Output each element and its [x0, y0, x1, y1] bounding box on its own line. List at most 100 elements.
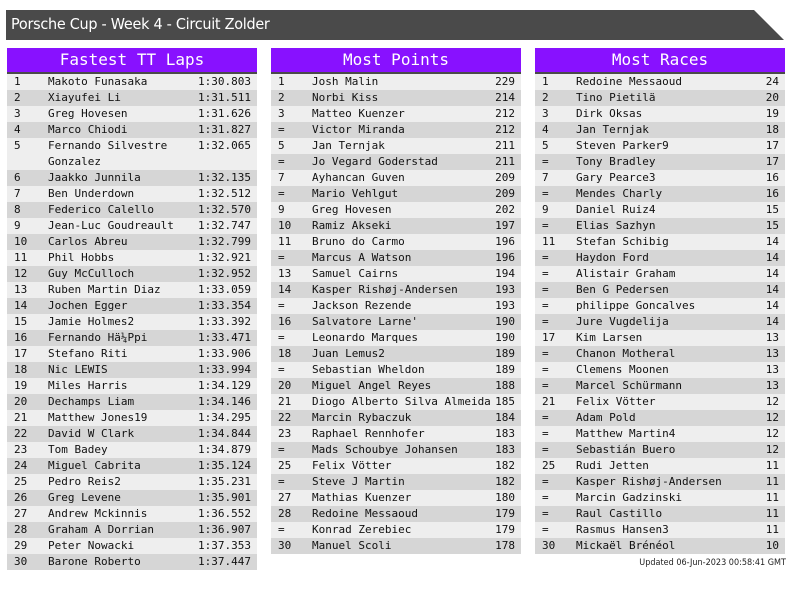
table-row: 22 David W Clark 1:34.844: [7, 426, 257, 442]
value-cell: 1:35.901: [198, 491, 251, 504]
value-cell: 202: [495, 203, 515, 216]
table-row: 7 Ben Underdown 1:32.512: [7, 186, 257, 202]
table-row: 20 Miguel Angel Reyes 188: [271, 378, 521, 394]
value-cell: 14: [765, 315, 779, 328]
rank-cell: 29: [14, 539, 28, 552]
table-row: 7 Ayhancan Guven 209: [271, 170, 521, 186]
name-cell: Kim Larsen: [576, 331, 643, 344]
value-cell: 1:34.844: [198, 427, 251, 440]
table-row: = Haydon Ford 14: [535, 250, 785, 266]
value-cell: 193: [495, 283, 515, 296]
table-row: 19 Miles Harris 1:34.129: [7, 378, 257, 394]
table-body: 1 Makoto Funasaka 1:30.803 2 Xiayufei Li 1:31…: [7, 74, 257, 570]
name-cell: Kasper Rishøj-Andersen: [312, 283, 458, 296]
name-cell: Matteo Kuenzer: [312, 107, 405, 120]
value-cell: 19: [765, 107, 779, 120]
value-cell: 196: [495, 251, 515, 264]
name-cell: Samuel Cairns: [312, 267, 399, 280]
name-cell: Kasper Rishøj-Andersen: [576, 475, 722, 488]
name-cell: Elias Sazhyn: [576, 219, 656, 232]
most-points-table: Most Points 1 Josh Malin 229 2 Norbi Kiss 214…: [271, 48, 521, 554]
name-cell: Steve J Martin: [312, 475, 405, 488]
table-row: 13 Ruben Martin Diaz 1:33.059: [7, 282, 257, 298]
name-cell: Diogo Alberto Silva Almeida: [312, 395, 491, 408]
rank-cell: =: [278, 251, 285, 264]
value-cell: 12: [765, 427, 779, 440]
table-row: 5 Jan Ternjak 211: [271, 138, 521, 154]
value-cell: 1:32.799: [198, 235, 251, 248]
name-cell: Jamie Holmes2: [48, 315, 135, 328]
name-cell: Mickaël Brénéol: [576, 539, 676, 552]
table-row: = Kasper Rishøj-Andersen 11: [535, 474, 785, 490]
rank-cell: 17: [542, 331, 556, 344]
table-row: 28 Graham A Dorrian 1:36.907: [7, 522, 257, 538]
value-cell: 1:31.626: [198, 107, 251, 120]
rank-cell: 2: [278, 91, 285, 104]
value-cell: 211: [495, 155, 515, 168]
rank-cell: 22: [14, 427, 28, 440]
table-row: 17 Stefano Riti 1:33.906: [7, 346, 257, 362]
name-cell: Clemens Moonen: [576, 363, 669, 376]
table-row: 6 Jaakko Junnila 1:32.135: [7, 170, 257, 186]
name-cell: Haydon Ford: [576, 251, 649, 264]
rank-cell: =: [542, 299, 549, 312]
name-cell: Gary Pearce3: [576, 171, 656, 184]
rank-cell: 30: [14, 555, 28, 568]
rank-cell: 1: [542, 75, 549, 88]
table-row: 9 Jean-Luc Goudreault 1:32.747: [7, 218, 257, 234]
table-row: 22 Marcin Rybaczuk 184: [271, 410, 521, 426]
table-row: = Tony Bradley 17: [535, 154, 785, 170]
rank-cell: 9: [14, 219, 21, 232]
value-cell: 179: [495, 507, 515, 520]
table-row: 21 Diogo Alberto Silva Almeida 185: [271, 394, 521, 410]
table-row: = philippe Goncalves 14: [535, 298, 785, 314]
name-cell: Manuel Scoli: [312, 539, 392, 552]
table-row: 5 Fernando Silvestre Gonzalez 1:32.065: [7, 138, 257, 170]
rank-cell: 7: [14, 187, 21, 200]
table-row: = Alistair Graham 14: [535, 266, 785, 282]
table-row: 7 Gary Pearce3 16: [535, 170, 785, 186]
value-cell: 1:33.354: [198, 299, 251, 312]
name-cell: Ramiz Akseki: [312, 219, 392, 232]
table-row: 2 Norbi Kiss 214: [271, 90, 521, 106]
value-cell: 1:34.295: [198, 411, 251, 424]
rank-cell: 5: [278, 139, 285, 152]
value-cell: 194: [495, 267, 515, 280]
rank-cell: 13: [14, 283, 28, 296]
rank-cell: =: [542, 251, 549, 264]
value-cell: 18: [765, 123, 779, 136]
rank-cell: 14: [14, 299, 28, 312]
table-row: 25 Felix Vötter 182: [271, 458, 521, 474]
value-cell: 189: [495, 347, 515, 360]
name-cell: Ayhancan Guven: [312, 171, 405, 184]
table-body: 1 Redoine Messaoud 24 2 Tino Pietilä 20 3 Dirk …: [535, 74, 785, 554]
rank-cell: 8: [14, 203, 21, 216]
name-cell: Greg Levene: [48, 491, 121, 504]
name-cell: Tino Pietilä: [576, 91, 656, 104]
table-header: Most Points: [271, 48, 521, 74]
value-cell: 1:32.921: [198, 251, 251, 264]
value-cell: 13: [765, 331, 779, 344]
name-cell: Jaakko Junnila: [48, 171, 141, 184]
table-row: 11 Phil Hobbs 1:32.921: [7, 250, 257, 266]
value-cell: 180: [495, 491, 515, 504]
rank-cell: 7: [278, 171, 285, 184]
name-cell: Pedro Reis2: [48, 475, 121, 488]
table-row: = Jure Vugdelija 14: [535, 314, 785, 330]
table-row: 21 Felix Vötter 12: [535, 394, 785, 410]
rank-cell: 14: [278, 283, 292, 296]
name-cell: Konrad Zerebiec: [312, 523, 412, 536]
name-cell: Greg Hovesen: [312, 203, 392, 216]
rank-cell: 3: [542, 107, 549, 120]
value-cell: 211: [495, 139, 515, 152]
name-cell: Stefano Riti: [48, 347, 128, 360]
rank-cell: 1: [278, 75, 285, 88]
name-cell: Barone Roberto: [48, 555, 141, 568]
table-row: 26 Greg Levene 1:35.901: [7, 490, 257, 506]
value-cell: 1:32.570: [198, 203, 251, 216]
name-cell: Miguel Cabrita: [48, 459, 141, 472]
rank-cell: 18: [14, 363, 28, 376]
value-cell: 1:34.879: [198, 443, 251, 456]
value-cell: 1:36.552: [198, 507, 251, 520]
name-cell: Jackson Rezende: [312, 299, 412, 312]
